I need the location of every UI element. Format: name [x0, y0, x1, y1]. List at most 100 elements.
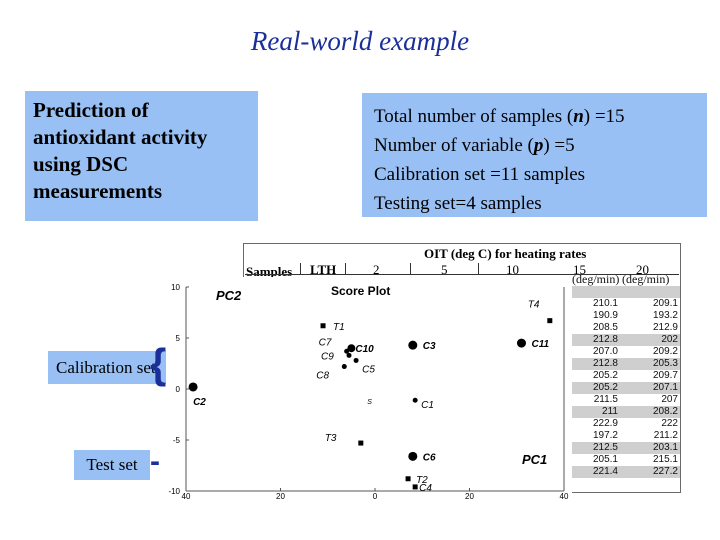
point-label: T1	[333, 322, 345, 333]
table-divider	[300, 263, 301, 275]
y-tick-label: 5	[176, 334, 181, 343]
table-cell: 207	[661, 394, 678, 405]
table-stripe	[565, 286, 680, 298]
rate-header: 5	[441, 262, 448, 277]
test-point	[320, 323, 326, 329]
calibration-point	[353, 357, 359, 363]
test-set-label: Test set	[74, 450, 150, 480]
table-stripe	[565, 406, 680, 418]
sample-info-box: Total number of samples (n) =15 Number o…	[362, 93, 707, 217]
table-divider	[345, 263, 346, 275]
point-label: C10	[355, 344, 374, 355]
table-cell: 193.2	[652, 310, 678, 321]
table-cell: 211	[602, 406, 618, 417]
slide-title: Real-world example	[250, 26, 470, 56]
point-label: T4	[528, 300, 540, 311]
point-label: C9	[321, 351, 334, 362]
calibration-point	[408, 451, 418, 461]
table-cell: 207.1	[652, 382, 678, 393]
prediction-line: antioxidant activity	[33, 125, 208, 149]
total-samples-line: Total number of samples (n) =15	[374, 106, 625, 127]
table-cell: 205.1	[592, 454, 618, 465]
test-point	[547, 318, 553, 324]
calibration-point	[346, 352, 352, 358]
point-label: T2	[416, 475, 428, 486]
test-point	[412, 484, 418, 490]
table-header-samples: Samples	[246, 264, 293, 279]
table-cell: 222.9	[592, 418, 618, 429]
test-point	[405, 476, 411, 482]
table-cell: 208.5	[592, 322, 618, 333]
y-tick-label: -10	[168, 487, 180, 496]
point-label: C3	[423, 341, 436, 352]
variables-line: Number of variable (p) =5	[374, 135, 575, 156]
unit-label: (deg/min)	[622, 272, 670, 286]
unit-label: (deg/min)	[572, 272, 620, 286]
rate-header: 2	[373, 262, 380, 277]
chart-title: Score Plot	[331, 284, 390, 298]
x-tick-label: 20	[465, 492, 474, 499]
point-label: C4	[419, 483, 432, 494]
calibration-set-label: Calibration set	[48, 351, 166, 384]
prediction-line: measurements	[33, 179, 163, 203]
table-stripe	[565, 382, 680, 394]
test-point	[358, 440, 364, 446]
table-cell: 211.5	[593, 394, 618, 405]
point-label: C11	[531, 339, 549, 350]
x-tick-label: 40	[182, 492, 191, 499]
table-cell: 203.1	[652, 442, 678, 453]
table-cell: 209.2	[652, 346, 678, 357]
table-cell: 208.2	[652, 406, 678, 417]
y-tick-label: 10	[171, 283, 180, 292]
table-cell: 205.2	[592, 382, 618, 393]
table-cell: 227.2	[652, 466, 678, 477]
table-cell: 212.9	[652, 322, 678, 333]
point-label: C1	[421, 400, 434, 411]
x-tick-label: 0	[373, 492, 378, 499]
x-axis-label: PC1	[522, 452, 547, 467]
rate-header: 10	[506, 262, 519, 277]
table-cell: 211.2	[653, 430, 678, 441]
table-rule	[245, 274, 679, 275]
calibration-brace: {	[150, 340, 167, 387]
point-label: C6	[423, 452, 436, 463]
table-stripe	[565, 334, 680, 346]
y-tick-label: -5	[173, 436, 181, 445]
table-cell: 197.2	[592, 430, 618, 441]
prediction-line: using DSC	[33, 152, 129, 176]
test-set-brace: -	[150, 445, 160, 478]
score-plot: Score Plot PC2 PC1 10 5 0 -5 -10 40 20 0 20 40 C1…	[168, 277, 572, 499]
point-label: C7	[319, 337, 332, 348]
table-header-lth: LTH	[310, 262, 337, 277]
table-stripe	[565, 442, 680, 454]
table-cell: 212.5	[592, 442, 618, 453]
rate-header: 15	[573, 262, 586, 277]
y-tick-label: 0	[176, 385, 181, 394]
table-cell: 205.3	[652, 358, 678, 369]
table-cell: 202	[661, 334, 678, 345]
table-cell: 210.1	[592, 298, 618, 309]
calibration-point	[188, 382, 198, 392]
rate-header: 20	[636, 262, 649, 277]
table-cell: 212.8	[592, 334, 618, 345]
calibration-point	[516, 338, 526, 348]
table-stripe	[565, 466, 680, 478]
calibration-point	[412, 397, 418, 403]
table-cell: 209.7	[652, 370, 678, 381]
table-divider	[478, 263, 479, 275]
table-cell: 215.1	[652, 454, 678, 465]
x-tick-label: 40	[560, 492, 569, 499]
prediction-box: Prediction of antioxidant activity using…	[25, 91, 258, 221]
table-cell: 205.2	[592, 370, 618, 381]
table-cell: 212.8	[592, 358, 618, 369]
point-label: C8	[316, 371, 329, 382]
table-stripe	[565, 358, 680, 370]
calibration-set-line: Calibration set =11 samples	[374, 164, 586, 185]
table-cell: 209.1	[652, 298, 678, 309]
table-cell: 190.9	[592, 310, 618, 321]
table-cell: 222	[661, 418, 678, 429]
table-header-oit: OIT (deg C) for heating rates	[424, 246, 587, 261]
calibration-point	[347, 344, 356, 353]
rate-15-column: 210.1 190.9 208.5 212.8 207.0 212.8 205.2 205.2…	[572, 298, 618, 478]
